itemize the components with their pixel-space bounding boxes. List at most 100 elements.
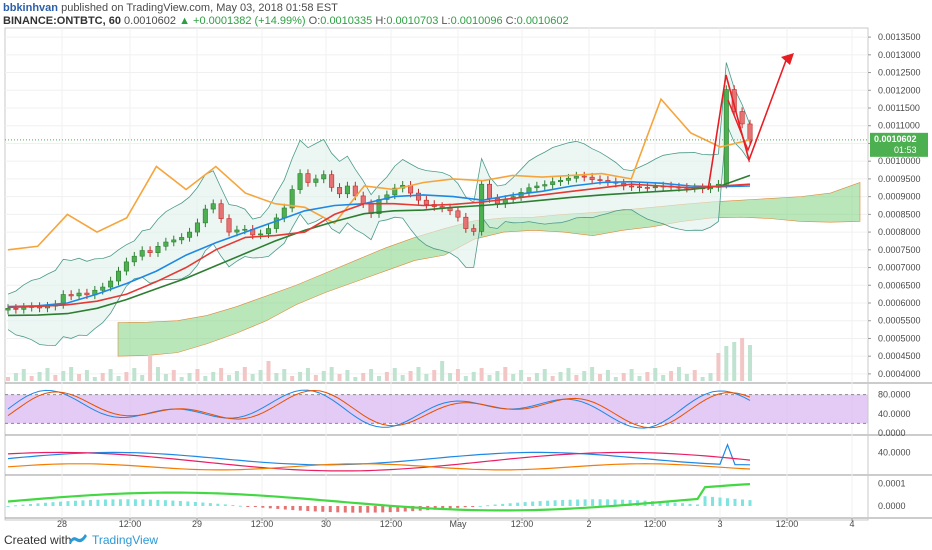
candle-body bbox=[652, 186, 658, 189]
macd-histogram-bar bbox=[456, 505, 460, 508]
candle-body bbox=[108, 280, 114, 288]
macd-histogram-bar bbox=[171, 500, 175, 506]
trading-chart[interactable]: 0.0013500 0.0013000 0.0012500 0.0012000 0.00… bbox=[0, 0, 932, 530]
volume-bar bbox=[329, 367, 334, 381]
candle-body bbox=[202, 208, 208, 224]
volume-bar bbox=[290, 376, 295, 381]
candle-body bbox=[13, 308, 19, 310]
stochastic-d-line bbox=[7, 389, 751, 429]
macd-histogram-bar bbox=[111, 499, 115, 506]
macd-histogram-bar bbox=[673, 502, 677, 506]
volume-bar bbox=[605, 370, 610, 381]
tradingview-brand[interactable]: TradingView bbox=[92, 533, 159, 547]
candle-body bbox=[68, 294, 74, 297]
macd-histogram-bar bbox=[726, 498, 730, 506]
macd-histogram-bar bbox=[36, 503, 40, 506]
annotation-arrowhead bbox=[781, 53, 794, 65]
macd-histogram-bar bbox=[246, 505, 250, 507]
time-tick-label: 12:00 bbox=[380, 519, 403, 529]
created-with-label: Created with bbox=[4, 533, 72, 547]
macd-tick-label: 0.0001 bbox=[878, 479, 906, 489]
dmi-minus-line bbox=[7, 463, 751, 471]
volume-bar bbox=[669, 371, 674, 381]
volume-bar bbox=[132, 368, 137, 381]
open-value: 0.0010335 bbox=[320, 15, 373, 27]
macd-histogram-bar bbox=[343, 505, 347, 513]
candle-body bbox=[581, 175, 587, 178]
low-label: L: bbox=[441, 15, 451, 27]
volume-bar bbox=[542, 369, 547, 381]
up-arrow-icon: ▲ bbox=[179, 15, 190, 27]
time-tick-label: 12:00 bbox=[511, 519, 534, 529]
time-tick-label: 12:00 bbox=[776, 519, 799, 529]
macd-histogram-bar bbox=[501, 503, 505, 506]
volume-bar bbox=[708, 373, 713, 381]
macd-histogram-bar bbox=[508, 503, 512, 506]
candle-body bbox=[281, 207, 287, 219]
volume-bar bbox=[582, 371, 587, 381]
volume-bar bbox=[661, 375, 666, 381]
macd-histogram-bar bbox=[216, 503, 220, 506]
orange-indicator-line bbox=[7, 97, 751, 251]
candle-body bbox=[258, 233, 264, 236]
price-tick-label: 0.0013500 bbox=[878, 32, 921, 42]
macd-histogram-bar bbox=[546, 500, 550, 506]
macd-histogram-bar bbox=[208, 503, 212, 506]
volume-bar bbox=[740, 338, 745, 381]
open-label: O: bbox=[308, 15, 321, 27]
volume-bar bbox=[361, 373, 366, 381]
candle-body bbox=[210, 203, 216, 210]
macd-histogram-bar bbox=[253, 505, 257, 508]
candle-body bbox=[636, 186, 642, 189]
volume-bar bbox=[621, 373, 626, 381]
macd-histogram-bar bbox=[118, 499, 122, 506]
volume-bar bbox=[392, 368, 397, 381]
volume-bar bbox=[455, 369, 460, 381]
macd-histogram-bar bbox=[291, 505, 295, 511]
volume-bar bbox=[258, 370, 263, 381]
candle-body bbox=[329, 174, 335, 188]
macd-histogram-bar bbox=[381, 505, 385, 513]
candle-body bbox=[171, 239, 177, 243]
macd-histogram-bar bbox=[306, 505, 310, 512]
dmi-plus-line bbox=[7, 443, 751, 466]
candle-body bbox=[116, 270, 122, 282]
price-tick-label: 0.0008500 bbox=[878, 209, 921, 219]
macd-histogram-bar bbox=[448, 505, 452, 509]
candle-body bbox=[139, 250, 145, 257]
volume-bar bbox=[305, 368, 310, 381]
macd-histogram-bar bbox=[733, 498, 737, 506]
macd-histogram-bar bbox=[298, 505, 302, 511]
candle-body bbox=[297, 173, 303, 190]
macd-histogram-bar bbox=[223, 504, 227, 506]
volume-bar bbox=[432, 370, 437, 381]
macd-histogram-bar bbox=[193, 501, 197, 506]
macd-histogram-bar bbox=[441, 505, 445, 510]
symbol-label: BINANCE:ONTBTC, 60 bbox=[3, 15, 121, 27]
candle-body bbox=[265, 228, 271, 235]
volume-bar bbox=[195, 369, 200, 381]
volume-bar bbox=[716, 353, 721, 381]
macd-histogram-bar bbox=[88, 500, 92, 506]
volume-bar bbox=[558, 372, 563, 381]
volume-bar bbox=[700, 377, 705, 381]
macd-histogram-bar bbox=[313, 505, 317, 512]
volume-bar bbox=[479, 368, 484, 381]
macd-histogram-bar bbox=[658, 501, 662, 506]
time-tick-label: 4 bbox=[849, 519, 854, 529]
volume-bar bbox=[345, 370, 350, 381]
volume-bar bbox=[298, 372, 303, 381]
macd-histogram-bar bbox=[186, 501, 190, 506]
stochastic-k-line bbox=[7, 389, 751, 429]
volume-bar bbox=[155, 367, 160, 381]
volume-bar bbox=[637, 376, 642, 381]
close-label: C: bbox=[505, 15, 517, 27]
volume-bar bbox=[140, 375, 145, 381]
volume-bar bbox=[337, 374, 342, 381]
volume-bar bbox=[519, 370, 524, 381]
candle-body bbox=[731, 89, 737, 112]
volume-bar bbox=[163, 374, 168, 381]
price-tick-label: 0.0011000 bbox=[878, 121, 920, 131]
author-name[interactable]: bbkinhvan bbox=[3, 2, 59, 14]
volume-bar bbox=[653, 368, 658, 381]
